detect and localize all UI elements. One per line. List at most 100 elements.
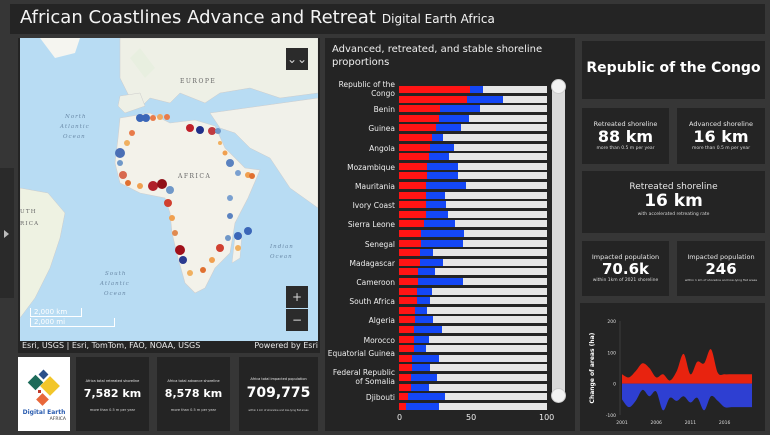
- card-label: Retreated shoreline: [593, 120, 658, 128]
- retreated-segment: [399, 153, 429, 161]
- svg-text:UTH: UTH: [20, 209, 37, 215]
- shoreline-bar[interactable]: [399, 191, 547, 199]
- card-subtext: more than 0.5 m per year: [170, 408, 217, 412]
- advanced-segment: [415, 306, 428, 314]
- shoreline-bar[interactable]: [399, 374, 547, 381]
- country-label: Cameroon: [356, 278, 395, 287]
- shoreline-bar[interactable]: [399, 105, 547, 113]
- shoreline-bar[interactable]: [399, 249, 547, 257]
- shoreline-bar[interactable]: [399, 316, 547, 324]
- shoreline-bar[interactable]: [399, 230, 547, 237]
- zoom-in-button[interactable]: +: [286, 286, 308, 308]
- shoreline-bar[interactable]: [399, 124, 547, 132]
- svg-text:Atlantic: Atlantic: [59, 124, 90, 130]
- retreated-segment: [399, 239, 422, 247]
- shoreline-bar[interactable]: [399, 153, 547, 161]
- advanced-segment: [431, 134, 444, 141]
- advanced-segment: [410, 383, 429, 391]
- collapse-map-button[interactable]: ⌄⌄: [286, 48, 308, 70]
- slider-handle-top[interactable]: [551, 79, 566, 94]
- shoreline-bar[interactable]: [399, 306, 547, 314]
- retreated-segment: [399, 230, 422, 237]
- advanced-shoreline-card: Advanced shoreline 16 km more than 0.5 m…: [677, 108, 765, 164]
- country-label: Madagascar: [349, 258, 396, 268]
- shoreline-bar[interactable]: [399, 95, 547, 103]
- shoreline-bar[interactable]: [399, 364, 547, 372]
- zoom-out-button[interactable]: −: [286, 309, 308, 331]
- shoreline-bar[interactable]: [399, 278, 547, 285]
- retreated-segment: [399, 124, 436, 132]
- y-tick: 0: [613, 382, 616, 388]
- card-subtext: within 1km of 2021 shoreline: [592, 278, 659, 283]
- scale-bar-mi: 2,000 mi: [30, 318, 115, 327]
- selected-country-name: Republic of the Congo: [586, 60, 761, 76]
- africa-population-card: Africa total impacted population 709,775…: [239, 357, 318, 431]
- retreated-segment: [399, 268, 419, 276]
- card-subtext: within 1 km of shoreline and low-lying f…: [248, 409, 309, 412]
- card-label: Impacted population: [591, 253, 660, 261]
- x-tick: 2016: [719, 420, 731, 426]
- shoreline-bar[interactable]: [399, 297, 547, 305]
- map-view[interactable]: EUROPE AFRICA North Atlantic Ocean South…: [20, 38, 318, 341]
- shoreline-bar[interactable]: [399, 287, 547, 295]
- shoreline-bar[interactable]: [399, 383, 547, 391]
- retreated-segment: [399, 105, 441, 113]
- shoreline-bar[interactable]: [399, 210, 547, 218]
- shoreline-bar[interactable]: [399, 268, 547, 276]
- card-label: Africa total retreated shoreline: [85, 379, 140, 383]
- retreat-area: [622, 383, 752, 411]
- advanced-segment: [412, 364, 431, 372]
- retreated-segment: [399, 278, 419, 285]
- shoreline-bar[interactable]: [399, 239, 547, 247]
- shoreline-bar[interactable]: [399, 86, 547, 93]
- svg-text:AFRICA: AFRICA: [177, 173, 211, 180]
- svg-text:North: North: [64, 114, 87, 120]
- impacted-population-lowlying-card: Impacted population 246 within 1 km of s…: [677, 241, 765, 296]
- advanced-segment: [419, 249, 434, 257]
- card-value: 88 km: [597, 127, 654, 146]
- shoreline-bar[interactable]: [399, 220, 547, 228]
- svg-text:Ocean: Ocean: [63, 134, 86, 140]
- shoreline-bar[interactable]: [399, 143, 547, 151]
- advanced-segment: [424, 220, 456, 228]
- powered-by[interactable]: Powered by Esri: [254, 341, 318, 350]
- shoreline-bar[interactable]: [399, 258, 547, 266]
- shoreline-bar[interactable]: [399, 354, 547, 362]
- expand-arrow-icon: [4, 230, 9, 238]
- advanced-segment: [412, 354, 439, 362]
- shoreline-bar[interactable]: [399, 114, 547, 122]
- shoreline-bar[interactable]: [399, 345, 547, 353]
- shoreline-bar[interactable]: [399, 162, 547, 170]
- logo-diamonds-icon: [27, 369, 60, 406]
- map-attribution: Esri, USGS | Esri, TomTom, FAO, NOAA, US…: [22, 341, 318, 353]
- advanced-segment: [421, 230, 465, 237]
- advanced-segment: [427, 172, 459, 180]
- advanced-segment: [410, 374, 438, 381]
- shoreline-bar[interactable]: [399, 172, 547, 180]
- shoreline-bar[interactable]: [399, 402, 547, 410]
- scale-bar-km: 2,000 km: [30, 308, 82, 317]
- retreated-segment: [399, 182, 426, 189]
- shoreline-bar[interactable]: [399, 393, 547, 401]
- card-subtext: more than 0.5 m per year: [596, 146, 655, 151]
- retreated-segment: [399, 287, 417, 295]
- retreated-segment: [399, 143, 431, 151]
- shoreline-bar[interactable]: [399, 335, 547, 343]
- retreated-shoreline-card: Retreated shoreline 88 km more than 0.5 …: [582, 108, 669, 164]
- slider-handle-bottom[interactable]: [551, 388, 566, 403]
- side-panel-toggle[interactable]: [0, 168, 14, 298]
- shoreline-bar[interactable]: [399, 134, 547, 141]
- advanced-segment: [430, 143, 454, 151]
- impacted-population-card: Impacted population 70.6k within 1km of …: [582, 241, 669, 296]
- shoreline-bar[interactable]: [399, 182, 547, 189]
- chart-scroll-slider[interactable]: [551, 79, 566, 403]
- card-value: 709,775: [246, 385, 311, 401]
- advanced-segment: [427, 162, 459, 170]
- advanced-segment: [436, 124, 462, 132]
- shoreline-bar[interactable]: [399, 326, 547, 333]
- country-label: Sierra Leone: [347, 220, 395, 230]
- country-label: Benin: [373, 105, 395, 115]
- advanced-segment: [416, 287, 432, 295]
- retreated-segment: [399, 374, 411, 381]
- shoreline-bar[interactable]: [399, 201, 547, 209]
